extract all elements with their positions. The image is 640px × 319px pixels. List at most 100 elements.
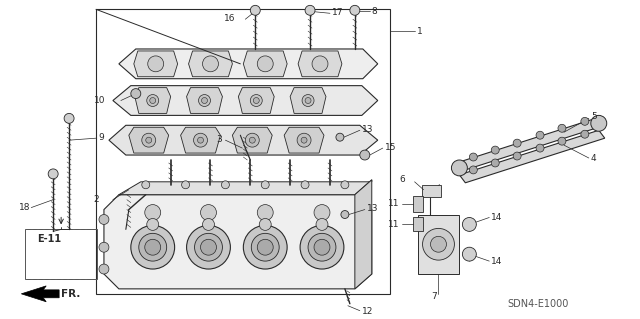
Circle shape (316, 219, 328, 230)
Polygon shape (243, 51, 287, 77)
Text: 18: 18 (19, 203, 31, 212)
Circle shape (48, 169, 58, 179)
Polygon shape (109, 125, 378, 155)
Circle shape (202, 56, 218, 72)
Circle shape (198, 94, 211, 107)
Polygon shape (460, 117, 605, 170)
Circle shape (469, 166, 477, 174)
Circle shape (462, 218, 476, 231)
Circle shape (591, 115, 607, 131)
Circle shape (147, 219, 159, 230)
Circle shape (308, 234, 336, 261)
Circle shape (513, 152, 521, 160)
Polygon shape (119, 180, 372, 195)
Circle shape (146, 137, 152, 143)
Polygon shape (284, 127, 324, 153)
Bar (413, 218, 422, 231)
Circle shape (198, 137, 204, 143)
Circle shape (131, 89, 141, 99)
Circle shape (314, 239, 330, 255)
Circle shape (131, 226, 175, 269)
Circle shape (312, 56, 328, 72)
Polygon shape (232, 127, 272, 153)
Text: 16: 16 (224, 14, 236, 23)
Circle shape (314, 204, 330, 220)
Bar (422, 185, 442, 197)
Polygon shape (355, 180, 372, 289)
Polygon shape (460, 130, 605, 183)
Circle shape (422, 228, 454, 260)
Circle shape (301, 137, 307, 143)
Text: 11: 11 (388, 220, 399, 229)
Text: 14: 14 (492, 213, 502, 222)
Circle shape (145, 204, 161, 220)
Circle shape (257, 56, 273, 72)
Text: 13: 13 (367, 204, 378, 213)
Circle shape (245, 133, 259, 147)
Circle shape (536, 144, 544, 152)
Polygon shape (238, 88, 274, 114)
Circle shape (202, 98, 207, 103)
Circle shape (305, 5, 315, 15)
Circle shape (341, 181, 349, 189)
Polygon shape (298, 51, 342, 77)
Circle shape (536, 131, 544, 139)
Circle shape (558, 137, 566, 145)
Circle shape (193, 133, 207, 147)
Circle shape (187, 226, 230, 269)
Circle shape (195, 234, 223, 261)
Circle shape (301, 181, 309, 189)
Circle shape (99, 264, 109, 274)
Circle shape (250, 94, 262, 107)
Polygon shape (113, 85, 378, 115)
Text: 1: 1 (417, 26, 422, 36)
Circle shape (150, 98, 156, 103)
Circle shape (182, 181, 189, 189)
Circle shape (360, 150, 370, 160)
Text: 12: 12 (362, 307, 373, 316)
Circle shape (147, 94, 159, 107)
Circle shape (336, 133, 344, 141)
Circle shape (261, 181, 269, 189)
Text: 9: 9 (98, 133, 104, 142)
Text: 15: 15 (385, 143, 396, 152)
Circle shape (431, 236, 447, 252)
Circle shape (145, 239, 161, 255)
Circle shape (200, 204, 216, 220)
Polygon shape (119, 49, 378, 79)
Circle shape (492, 146, 499, 154)
Circle shape (469, 153, 477, 161)
Text: 2: 2 (93, 195, 99, 204)
Circle shape (462, 247, 476, 261)
Circle shape (492, 159, 499, 167)
Circle shape (302, 94, 314, 107)
Circle shape (148, 56, 164, 72)
Circle shape (252, 234, 279, 261)
Circle shape (243, 226, 287, 269)
Text: 4: 4 (591, 153, 596, 162)
Circle shape (142, 133, 156, 147)
Bar (26, 229, 97, 279)
Circle shape (581, 117, 589, 125)
Text: 8: 8 (372, 7, 378, 16)
Circle shape (250, 137, 255, 143)
Circle shape (297, 133, 311, 147)
Circle shape (142, 181, 150, 189)
Circle shape (300, 226, 344, 269)
Circle shape (139, 234, 166, 261)
Circle shape (581, 130, 589, 138)
Text: 7: 7 (431, 292, 437, 301)
Circle shape (64, 114, 74, 123)
Circle shape (221, 181, 229, 189)
Text: 11: 11 (388, 199, 399, 208)
Polygon shape (180, 127, 220, 153)
Text: 3: 3 (217, 135, 223, 144)
Polygon shape (129, 127, 169, 153)
Text: FR.: FR. (61, 289, 81, 299)
Polygon shape (104, 195, 372, 289)
Circle shape (513, 139, 521, 147)
Circle shape (305, 98, 311, 103)
Polygon shape (187, 88, 223, 114)
Circle shape (202, 219, 214, 230)
Text: SDN4-E1000: SDN4-E1000 (508, 299, 569, 309)
